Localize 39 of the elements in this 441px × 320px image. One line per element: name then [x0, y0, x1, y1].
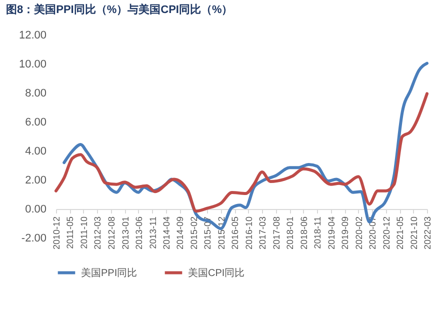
x-tick-label: 2022-03	[422, 216, 432, 250]
x-tick-label: 2017-08	[271, 216, 282, 250]
y-tick-label: 10.00	[18, 58, 46, 70]
legend-label: 美国PPI同比	[81, 266, 138, 279]
x-tick-label: 2011-10	[78, 216, 89, 249]
x-tick-label: 2019-04	[326, 216, 336, 250]
y-tick-label: 2.00	[25, 174, 46, 186]
legend-label: 美国CPI同比	[188, 266, 245, 279]
x-tick-label: 2018-01	[285, 216, 296, 250]
x-tick-label: 2013-06	[134, 216, 144, 250]
x-tick-label: 2015-02	[189, 216, 200, 250]
y-tick-label: 0.00	[25, 204, 46, 216]
chart-title: 图8：美国PPI同比（%）与美国CPI同比（%）	[6, 3, 233, 16]
y-tick-label: -2.00	[21, 232, 46, 244]
x-tick-label: 2013-11	[148, 216, 158, 249]
x-tick-label: 2018-06	[298, 216, 309, 250]
line-series	[54, 92, 428, 213]
x-tick-label: 2012-08	[106, 216, 116, 250]
x-tick-label: 2015-07	[202, 216, 213, 250]
x-tick-label: 2010-12	[52, 216, 62, 250]
x-tick-label: 2018-11	[312, 216, 323, 249]
y-tick-label: 8.00	[25, 88, 46, 100]
y-tick-label: 4.00	[25, 146, 46, 158]
x-tick-label: 2021-05	[395, 216, 406, 250]
x-tick-label: 2016-10	[244, 216, 254, 250]
y-tick-label: 6.00	[25, 116, 46, 128]
x-tick-label: 2019-09	[340, 216, 350, 250]
x-tick-label: 2014-09	[175, 216, 186, 250]
x-tick-label: 2020-12	[381, 216, 392, 250]
x-tick-label: 2017-03	[258, 216, 268, 250]
x-tick-label: 2011-05	[65, 216, 76, 249]
x-tick-label: 2013-01	[120, 216, 130, 250]
x-tick-label: 2021-10	[408, 216, 419, 250]
y-tick-label: 12.00	[18, 30, 46, 42]
x-tick-label: 2012-03	[92, 216, 103, 250]
x-tick-label: 2014-04	[161, 216, 172, 250]
x-tick-label: 2020-02	[354, 216, 364, 250]
x-tick-label: 2016-05	[230, 216, 240, 250]
x-tick-label: 2020-07	[368, 216, 378, 250]
